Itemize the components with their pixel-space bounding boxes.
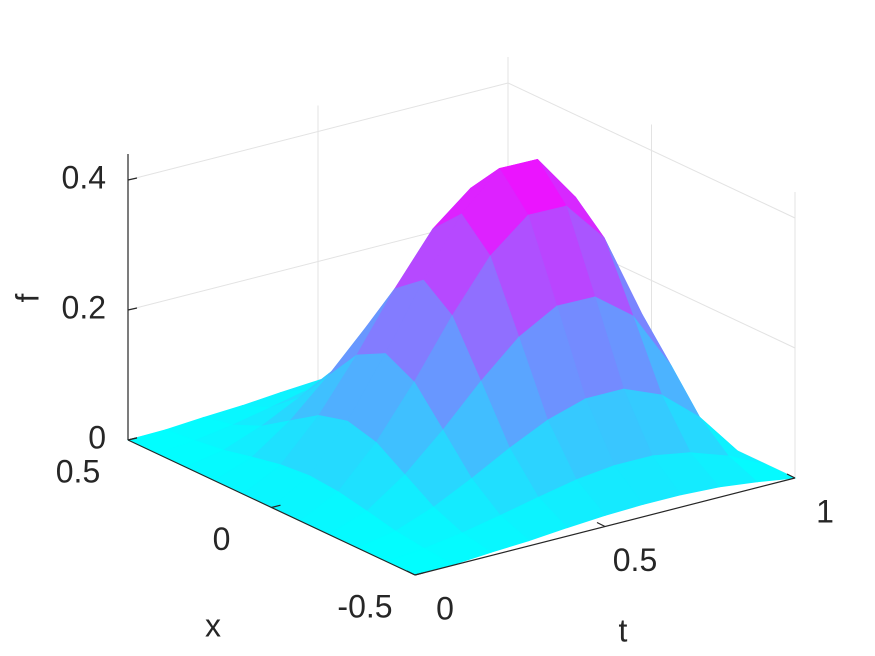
t-tick — [406, 570, 416, 576]
t-tick-label: 0 — [436, 590, 454, 626]
x-axis-label: x — [205, 607, 221, 643]
z-tick — [127, 307, 138, 311]
x-tick — [127, 437, 138, 441]
t-tick-label: 1 — [816, 493, 834, 529]
t-tick — [786, 473, 796, 479]
x-tick — [271, 504, 281, 509]
z-axis-label: f — [9, 293, 45, 302]
t-tick-label: 0.5 — [613, 542, 657, 578]
z-tick-label: 0.2 — [62, 289, 106, 325]
x-tick-label: 0 — [213, 521, 231, 557]
x-tick — [414, 572, 425, 576]
x-tick-label: 0.5 — [56, 453, 100, 489]
z-tick-label: 0 — [88, 419, 106, 455]
z-tick-label: 0.4 — [62, 159, 106, 195]
t-axis-label: t — [619, 612, 628, 648]
x-tick-label: -0.5 — [337, 588, 392, 624]
z-tick — [127, 177, 138, 181]
t-tick — [596, 521, 606, 528]
